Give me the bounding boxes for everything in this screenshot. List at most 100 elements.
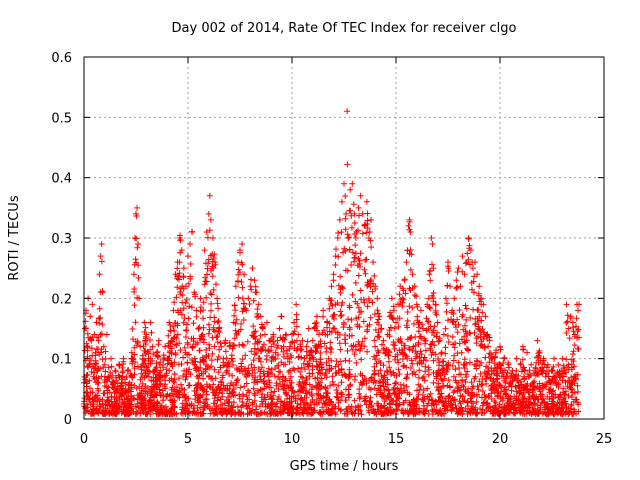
data-point xyxy=(147,319,154,326)
data-point xyxy=(476,283,483,290)
data-point xyxy=(453,277,460,284)
data-point xyxy=(544,361,551,368)
data-point xyxy=(309,337,316,344)
data-point xyxy=(517,361,524,368)
data-point xyxy=(484,331,491,338)
data-point xyxy=(264,319,271,326)
data-point xyxy=(576,301,583,308)
data-point xyxy=(84,343,91,350)
y-tick-label: 0.3 xyxy=(51,232,72,247)
data-point xyxy=(393,319,399,326)
data-point xyxy=(180,265,187,272)
data-point xyxy=(492,349,499,356)
data-point xyxy=(440,331,447,338)
data-point xyxy=(230,319,237,326)
y-tick-label: 0.6 xyxy=(51,51,72,66)
data-point xyxy=(251,277,258,284)
data-point xyxy=(259,325,266,332)
data-point xyxy=(376,313,383,320)
data-point xyxy=(372,283,379,290)
data-point xyxy=(307,349,314,356)
data-point xyxy=(114,385,121,392)
data-point xyxy=(118,379,125,386)
data-point xyxy=(160,361,167,368)
data-point xyxy=(239,241,246,248)
data-point xyxy=(153,349,160,356)
data-point xyxy=(406,216,413,223)
data-point xyxy=(424,301,431,308)
data-point xyxy=(291,319,298,326)
data-point xyxy=(469,265,476,272)
data-point xyxy=(551,355,558,362)
data-point xyxy=(355,204,362,211)
data-point xyxy=(305,325,312,332)
data-point xyxy=(524,349,531,356)
data-point xyxy=(341,180,347,187)
data-point xyxy=(193,307,200,314)
data-point xyxy=(101,361,108,368)
data-point xyxy=(382,349,389,356)
data-point xyxy=(571,331,578,338)
data-point xyxy=(370,259,377,266)
data-point xyxy=(284,355,291,362)
data-point xyxy=(209,235,216,241)
data-point xyxy=(135,241,142,248)
data-point xyxy=(463,259,470,266)
data-point xyxy=(338,198,345,205)
data-point xyxy=(176,235,183,241)
data-point xyxy=(91,331,98,338)
data-point xyxy=(349,180,356,187)
data-point xyxy=(112,367,119,374)
data-point xyxy=(549,367,555,374)
data-point xyxy=(110,379,117,386)
data-point xyxy=(191,289,198,296)
data-point xyxy=(214,295,221,302)
data-point xyxy=(542,373,549,380)
data-point xyxy=(187,241,194,248)
data-point xyxy=(88,337,95,344)
data-point xyxy=(234,259,241,266)
data-point xyxy=(245,295,252,302)
data-point xyxy=(363,198,370,205)
axis-tick-labels: 0 5 10 15 20 25 0 0.1 0.2 0.3 0.4 0.5 0.6 xyxy=(51,51,612,447)
data-point xyxy=(451,295,458,302)
data-point xyxy=(280,343,287,350)
data-point xyxy=(567,313,574,320)
data-point xyxy=(145,355,152,362)
data-point xyxy=(461,271,468,278)
y-tick-label: 0.1 xyxy=(51,353,72,368)
data-point xyxy=(565,325,572,332)
data-point xyxy=(467,247,474,254)
data-point xyxy=(301,355,308,362)
data-point xyxy=(546,379,553,386)
data-point xyxy=(411,283,418,290)
y-axis-label: ROTI / TECUs xyxy=(7,195,22,280)
scatter-noise xyxy=(81,161,582,418)
data-point xyxy=(293,301,300,308)
data-point xyxy=(103,331,110,338)
data-point xyxy=(122,385,129,392)
data-point xyxy=(343,210,350,217)
data-point xyxy=(368,216,375,223)
data-point xyxy=(388,295,395,302)
data-point xyxy=(295,331,302,338)
x-tick-label: 5 xyxy=(184,432,192,447)
data-point xyxy=(507,379,514,386)
data-point xyxy=(139,361,146,368)
data-point xyxy=(511,373,518,380)
y-tick-label: 0.4 xyxy=(51,172,72,187)
data-point xyxy=(386,313,393,320)
data-point xyxy=(457,283,464,290)
data-point xyxy=(353,228,360,235)
data-point xyxy=(380,337,387,344)
data-point xyxy=(361,222,368,229)
data-point xyxy=(330,271,337,278)
data-point xyxy=(124,367,131,374)
data-point xyxy=(131,235,138,241)
data-point xyxy=(405,222,412,229)
data-point xyxy=(201,247,208,254)
x-tick-label: 15 xyxy=(388,432,405,447)
data-point xyxy=(445,259,451,266)
data-point xyxy=(282,331,289,338)
